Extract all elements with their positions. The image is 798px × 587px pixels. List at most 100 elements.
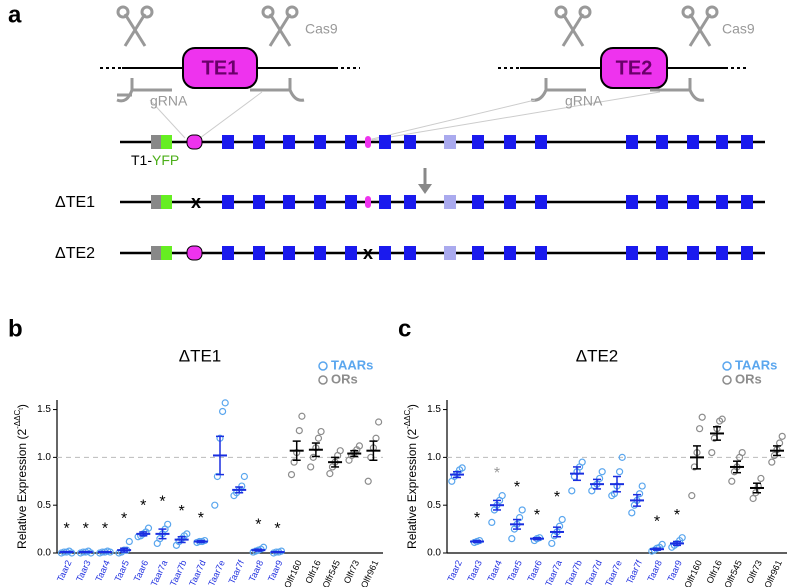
reporter-yfp: YFP: [152, 152, 179, 168]
data-point: [698, 413, 706, 421]
panel-label: b: [8, 315, 23, 342]
y-label-part: Relative Expression (2: [15, 429, 29, 549]
x-tick-label: Taar7d: [187, 559, 208, 587]
data-point: [164, 520, 172, 528]
box: [161, 195, 172, 209]
data-point: [298, 412, 306, 420]
box: [741, 135, 753, 149]
legend-marker: [318, 361, 328, 371]
data-point: [518, 506, 526, 514]
legend-label: ORs: [331, 371, 358, 386]
data-point: [287, 470, 296, 479]
box: [716, 195, 728, 209]
box: [161, 135, 172, 149]
y-label-part: -ΔΔC: [403, 410, 412, 429]
box: [687, 135, 699, 149]
box: [222, 135, 234, 149]
x-tick-label: Olfr160: [282, 559, 304, 587]
significance-mark: *: [474, 510, 480, 527]
box: [741, 195, 753, 209]
chart-title: ΔTE2: [576, 346, 619, 365]
data-point: [595, 474, 604, 483]
x-tick-label: Olfr961: [762, 559, 784, 587]
reporter-prefix: T1-: [131, 152, 152, 168]
significance-mark: *: [514, 479, 520, 496]
data-point: [555, 522, 564, 530]
x-tick-label: Taar7b: [168, 559, 189, 587]
significance-mark: *: [83, 520, 89, 537]
x-tick-label: Taar7f: [227, 558, 247, 585]
legend-marker: [318, 375, 328, 385]
constructs: [100, 5, 748, 194]
significance-mark: *: [674, 507, 680, 524]
y-tick-label: 1.5: [427, 404, 441, 415]
legend-marker: [722, 361, 732, 371]
box: [404, 246, 416, 260]
data-point: [336, 447, 344, 455]
x-tick-label: Taar8: [645, 559, 664, 584]
x-tick-label: Taar3: [74, 559, 93, 584]
data-point: [718, 415, 726, 423]
grna-label: gRNA: [565, 93, 603, 109]
legend-label: TAARs: [735, 357, 777, 372]
x-tick-label: Taar7e: [206, 559, 227, 587]
box: [716, 135, 728, 149]
box: [283, 195, 295, 209]
y-label-part: ): [405, 404, 419, 408]
significance-mark: *: [198, 510, 204, 527]
y-label: Relative Expression (2-ΔΔCt): [403, 404, 419, 549]
significance-mark: *: [654, 514, 660, 531]
reporter-label: T1-YFP: [131, 152, 179, 168]
box: [151, 246, 161, 260]
data-point: [728, 477, 736, 485]
data-point: [749, 494, 757, 503]
box: [151, 195, 161, 209]
box: [345, 135, 357, 149]
data-point: [610, 490, 619, 498]
data-point: [355, 442, 364, 450]
significance-mark: *: [102, 520, 108, 537]
significance-mark: *: [554, 489, 560, 506]
data-point: [558, 515, 566, 524]
data-point: [213, 472, 221, 481]
x-tick-label: Olfr545: [722, 559, 744, 587]
box: [283, 246, 295, 260]
box: [151, 135, 161, 149]
legend-marker: [722, 375, 732, 385]
row-label: ΔTE2: [55, 245, 95, 262]
data-point: [568, 487, 576, 495]
chart-title: ΔTE1: [179, 346, 222, 365]
data-point: [295, 427, 303, 435]
panel-label: c: [398, 315, 411, 342]
y-label-part: Relative Expression (2: [405, 429, 419, 549]
x-tick-label: Olfr545: [320, 559, 342, 587]
box: [345, 195, 357, 209]
box: [472, 246, 484, 260]
x-tick-label: Taar8: [247, 559, 266, 584]
te2-box: [365, 196, 371, 208]
y-tick-label: 0.5: [37, 500, 51, 511]
significance-mark: *: [274, 520, 280, 537]
data-point: [307, 463, 315, 471]
x-tick-label: Olfr160: [682, 559, 704, 587]
box: [504, 195, 516, 209]
x-tick-label: Taar6: [525, 559, 544, 584]
data-point: [125, 537, 133, 546]
x-tick-label: Taar2: [55, 559, 74, 584]
x-tick-label: Olfr16: [303, 559, 322, 585]
x-tick-label: Taar7a: [543, 559, 564, 587]
box: [741, 246, 753, 260]
cas9-label: Cas9: [305, 21, 338, 37]
data-point: [290, 458, 298, 466]
y-label-part: t: [409, 408, 415, 410]
data-point: [578, 458, 586, 466]
significance-mark: *: [159, 494, 165, 511]
box: [444, 135, 456, 149]
y-label-part: -ΔΔC: [13, 410, 22, 429]
y-tick-label: 1.5: [37, 404, 51, 415]
x-tick-label: Taar7b: [563, 559, 584, 587]
data-point: [618, 453, 626, 461]
x-tick-label: Taar5: [505, 559, 524, 584]
x-tick-label: Taar5: [113, 559, 132, 584]
data-point: [658, 540, 666, 548]
